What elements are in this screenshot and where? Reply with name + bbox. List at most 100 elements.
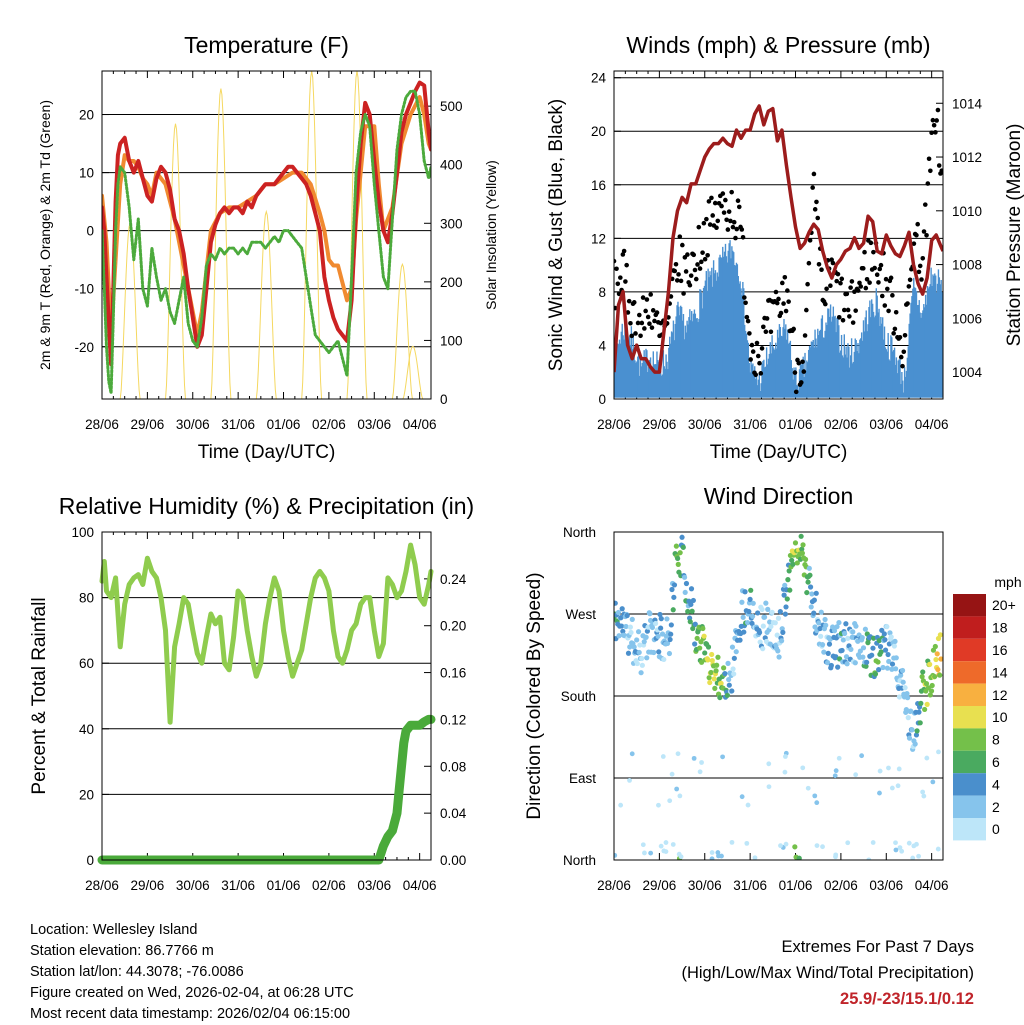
wind-gust-point bbox=[674, 278, 680, 283]
direction-point bbox=[661, 848, 667, 854]
direction-point bbox=[811, 597, 817, 603]
y-tick-label: 24 bbox=[591, 71, 607, 86]
direction-point bbox=[742, 589, 748, 595]
x-tick-label: 03/06 bbox=[357, 417, 391, 432]
wind-gust-point bbox=[710, 213, 715, 218]
direction-point bbox=[813, 590, 819, 596]
y-right-tick-label: 1004 bbox=[952, 365, 983, 380]
y-axis-label: Sonic Wind & Gust (Blue, Black) bbox=[546, 99, 567, 371]
legend-label: 4 bbox=[992, 776, 1000, 792]
direction-point bbox=[843, 654, 850, 660]
wind-gust-point bbox=[877, 266, 883, 272]
legend-label: 2 bbox=[992, 799, 1000, 815]
chart-title: Wind Direction bbox=[704, 483, 854, 509]
y-tick-label: 20 bbox=[591, 124, 606, 139]
direction-point bbox=[842, 630, 848, 637]
direction-point bbox=[759, 606, 765, 613]
wind-gust-point bbox=[925, 181, 931, 186]
direction-point bbox=[881, 631, 887, 637]
x-tick-label: 30/06 bbox=[688, 878, 722, 893]
direction-point bbox=[666, 650, 673, 657]
humidity-chart: Relative Humidity (%) & Precipitation (i… bbox=[29, 493, 474, 893]
wind-gust-point bbox=[885, 286, 890, 292]
y-tick-label: 4 bbox=[598, 338, 606, 353]
direction-point bbox=[832, 773, 838, 779]
wind-gust-point bbox=[804, 307, 809, 313]
y-tick-label: North bbox=[563, 525, 596, 540]
extremes-subtitle: (High/Low/Max Wind/Total Precipitation) bbox=[681, 964, 974, 982]
direction-point bbox=[625, 650, 632, 656]
x-tick-label: 28/06 bbox=[597, 878, 631, 893]
x-tick-label: 03/06 bbox=[869, 417, 903, 432]
direction-point bbox=[720, 754, 725, 760]
direction-point bbox=[817, 625, 823, 632]
direction-point bbox=[756, 629, 763, 636]
direction-point bbox=[899, 667, 906, 674]
direction-point bbox=[674, 786, 680, 792]
wind-gust-point bbox=[731, 219, 737, 225]
wind-gust-point bbox=[759, 346, 765, 351]
wind-gust-point bbox=[871, 249, 876, 255]
wind-gust-point bbox=[900, 363, 905, 369]
direction-point bbox=[923, 680, 930, 687]
wind-gust-point bbox=[687, 282, 693, 288]
legend-swatch bbox=[953, 616, 986, 639]
wind-gust-point bbox=[855, 288, 861, 293]
direction-point bbox=[848, 646, 854, 652]
direction-point bbox=[618, 802, 624, 808]
y-right-tick-label: 1006 bbox=[952, 311, 982, 326]
direction-point bbox=[643, 634, 649, 640]
direction-point bbox=[833, 654, 839, 660]
wind-gust-point bbox=[805, 281, 810, 287]
direction-point bbox=[691, 755, 697, 761]
y-tick-label: 10 bbox=[79, 166, 94, 181]
wind-gust-point bbox=[739, 227, 745, 232]
y-right-tick-label: 0.08 bbox=[440, 759, 466, 774]
legend-title: mph bbox=[994, 574, 1021, 590]
wind-gust-point bbox=[850, 320, 856, 325]
direction-point bbox=[860, 654, 866, 660]
y-tick-label: East bbox=[569, 771, 596, 786]
wind-gust-point bbox=[883, 276, 889, 282]
wind-gust-point bbox=[848, 285, 853, 290]
wind-gust-point bbox=[714, 225, 719, 231]
wind-gust-point bbox=[628, 320, 633, 326]
direction-point bbox=[913, 732, 920, 738]
wind-gust-point bbox=[928, 168, 933, 174]
direction-point bbox=[863, 663, 869, 669]
direction-point bbox=[648, 850, 654, 856]
direction-point bbox=[822, 616, 828, 623]
direction-point bbox=[840, 637, 846, 643]
direction-point bbox=[709, 651, 715, 658]
direction-point bbox=[782, 611, 788, 617]
wind-gust-point bbox=[776, 296, 781, 302]
legend-swatch bbox=[953, 661, 986, 684]
direction-point bbox=[644, 628, 650, 634]
direction-point bbox=[782, 754, 788, 759]
wind-gust-point bbox=[688, 273, 694, 278]
direction-point bbox=[664, 640, 671, 646]
x-tick-label: 01/06 bbox=[267, 878, 301, 893]
wind-gust-point bbox=[681, 291, 686, 296]
direction-point bbox=[882, 647, 889, 653]
direction-point bbox=[859, 635, 865, 641]
y-tick-label: -10 bbox=[74, 282, 94, 297]
wind-gust-point bbox=[685, 252, 690, 257]
wind-gust-point bbox=[878, 262, 884, 268]
direction-point bbox=[831, 628, 838, 634]
y-tick-label: 80 bbox=[79, 591, 94, 606]
wind-gust-point bbox=[868, 240, 874, 246]
wind-gust-point bbox=[749, 342, 755, 348]
wind-gust-point bbox=[629, 333, 635, 339]
wind-gust-point bbox=[782, 274, 788, 280]
direction-point bbox=[634, 637, 640, 643]
direction-point bbox=[870, 840, 876, 845]
plot-border bbox=[613, 531, 944, 861]
direction-point bbox=[636, 649, 642, 656]
y-right-tick-label: 0.04 bbox=[440, 806, 467, 821]
direction-point bbox=[814, 843, 820, 849]
direction-point bbox=[866, 857, 872, 860]
direction-point bbox=[729, 688, 735, 694]
y-tick-label: 20 bbox=[79, 108, 94, 123]
wind-gust-point bbox=[744, 314, 750, 320]
